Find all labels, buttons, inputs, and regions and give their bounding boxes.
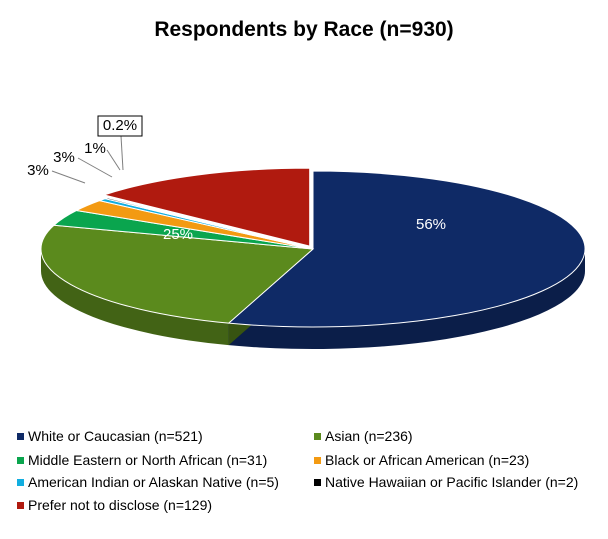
legend-label: Prefer not to disclose (n=129) xyxy=(28,497,213,513)
legend-item-american-indian: American Indian or Alaskan Native (n=5) xyxy=(17,474,279,490)
legend-swatch xyxy=(17,501,24,509)
legend-label: American Indian or Alaskan Native (n=5) xyxy=(28,474,279,490)
data-label-box xyxy=(97,115,143,137)
pie-slice-side xyxy=(41,249,229,346)
legend-item-prefer-not: Prefer not to disclose (n=129) xyxy=(17,497,212,513)
legend-swatch xyxy=(17,456,24,464)
legend-item-middle-eastern: Middle Eastern or North African (n=31) xyxy=(17,452,267,468)
data-label: 14% xyxy=(232,156,262,173)
data-label: 25% xyxy=(163,226,193,243)
data-label: 1% xyxy=(84,140,106,157)
legend-label: White or Caucasian (n=521) xyxy=(28,428,203,444)
pie-chart: 56% 25% 3%3% 1% 0.2% 14% xyxy=(27,115,586,349)
legend-item-asian: Asian (n=236) xyxy=(314,428,413,444)
data-label: 3% xyxy=(53,149,75,166)
legend-swatch xyxy=(314,432,321,440)
legend-item-white: White or Caucasian (n=521) xyxy=(17,428,203,444)
legend-label: Black or African American (n=23) xyxy=(325,452,530,468)
leader-line xyxy=(51,170,86,184)
pie-slice xyxy=(103,197,314,250)
pie-slice xyxy=(102,167,311,247)
pie-slice xyxy=(227,170,586,328)
pie-slice-side xyxy=(228,249,585,349)
legend-label: Native Hawaiian or Pacific Islander (n=2… xyxy=(325,474,579,490)
legend-label: Middle Eastern or North African (n=31) xyxy=(28,452,268,468)
data-label: 0.2% xyxy=(103,117,137,134)
data-label: 56% xyxy=(416,216,446,233)
legend-swatch xyxy=(314,478,321,486)
chart-title: Respondents by Race (n=930) xyxy=(154,18,454,41)
leader-line xyxy=(106,149,121,171)
legend-swatch xyxy=(17,432,24,440)
data-label: 3% xyxy=(27,162,49,179)
legend-item-black: Black or African American (n=23) xyxy=(314,452,529,468)
legend-item-native-hawaiian: Native Hawaiian or Pacific Islander (n=2… xyxy=(314,474,578,490)
pie-slice xyxy=(40,224,315,324)
legend-label: Asian (n=236) xyxy=(325,428,413,444)
leader-line xyxy=(77,157,113,178)
legend-swatch xyxy=(17,478,24,486)
leader-line xyxy=(120,135,124,171)
legend-swatch xyxy=(314,456,321,464)
